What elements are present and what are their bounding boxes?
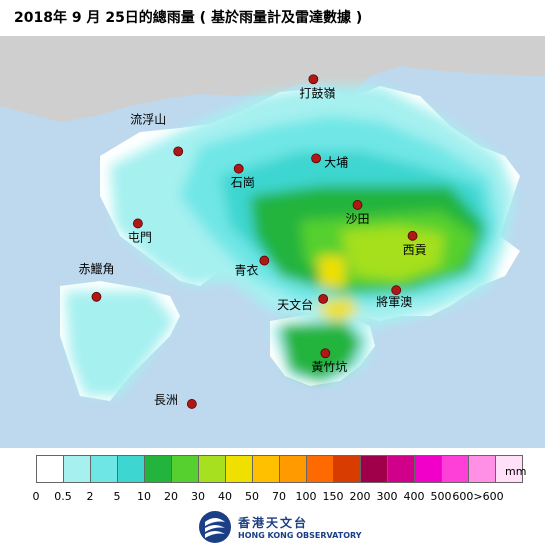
station-label: 屯門: [128, 230, 152, 244]
station-marker: [91, 291, 102, 302]
station-marker: [352, 200, 363, 210]
legend-tick: 500: [430, 490, 452, 503]
station-label: 長洲: [154, 393, 178, 407]
legend-tick: 150: [322, 490, 344, 503]
legend-swatch: [279, 455, 307, 483]
hko-emblem-icon: [199, 511, 231, 543]
legend-tick: 50: [245, 490, 259, 503]
legend-swatch: [306, 455, 334, 483]
legend-swatch: [333, 455, 361, 483]
legend-tick: 400: [403, 490, 425, 503]
legend-tick: 2: [86, 490, 94, 503]
station-label: 沙田: [346, 212, 370, 226]
legend-swatch: [495, 455, 523, 483]
legend-unit: mm: [505, 465, 527, 478]
station-marker: [186, 399, 197, 409]
station-label: 流浮山: [130, 112, 166, 126]
logo-english-name: HONG KONG OBSERVATORY: [238, 531, 362, 540]
station-marker: [173, 146, 184, 157]
legend-swatch: [90, 455, 118, 483]
legend-color-scale: [36, 455, 523, 483]
legend-swatch: [144, 455, 172, 483]
legend-tick: 100: [295, 490, 317, 503]
station-label: 青衣: [234, 263, 258, 278]
legend-tick: 600>600: [452, 490, 504, 503]
mainland-land: [0, 36, 545, 122]
legend-swatch: [36, 455, 64, 483]
legend-swatch: [441, 455, 469, 483]
station-label: 西貢: [403, 243, 427, 257]
legend-swatch: [117, 455, 145, 483]
legend-swatch: [63, 455, 91, 483]
legend-swatch: [198, 455, 226, 483]
station-label: 石崗: [231, 176, 255, 190]
station-marker: [311, 153, 322, 164]
legend-tick: 0: [32, 490, 40, 503]
legend-tick: 40: [218, 490, 232, 503]
station-marker: [320, 348, 331, 359]
legend-swatch: [414, 455, 442, 483]
station-label: 打鼓嶺: [299, 86, 335, 100]
legend-tick-labels: 0 0.5 2 5 10 20 30 40 50 70 100 150 200 300 400 500 600>…: [0, 490, 545, 504]
observatory-logo: 香港天文台 HONG KONG OBSERVATORY: [198, 509, 362, 545]
legend-tick: 70: [272, 490, 286, 503]
legend-swatch: [360, 455, 388, 483]
station-label: 黃竹坑: [311, 359, 347, 374]
legend-tick: 200: [349, 490, 371, 503]
legend-tick: 30: [191, 490, 205, 503]
legend-tick: 5: [113, 490, 121, 503]
logo-chinese-name: 香港天文台: [238, 516, 309, 530]
station-marker: [308, 74, 319, 85]
legend-tick: 300: [376, 490, 398, 503]
legend-swatch: [225, 455, 253, 483]
legend-swatch: [387, 455, 415, 483]
legend-swatch: [468, 455, 496, 483]
station-marker: [259, 255, 270, 266]
legend-tick: 0.5: [54, 490, 72, 503]
legend-swatch: [171, 455, 199, 483]
station-marker: [407, 230, 418, 241]
station-marker: [318, 293, 329, 304]
station-label: 天文台: [277, 297, 313, 312]
legend-tick: 20: [164, 490, 178, 503]
station-marker: [132, 218, 143, 229]
station-marker: [233, 163, 244, 174]
legend-swatch: [252, 455, 280, 483]
rainfall-fields: [65, 86, 515, 396]
rainfall-legend: [36, 455, 523, 483]
station-label: 赤鱲角: [78, 262, 114, 276]
station-marker: [391, 285, 402, 296]
map-title: 2018年 9 月 25日的總雨量 ( 基於雨量計及雷達數據 ): [14, 10, 363, 26]
station-label: 將軍澳: [376, 294, 412, 309]
legend-tick: 10: [137, 490, 151, 503]
station-label: 大埔: [324, 155, 348, 169]
